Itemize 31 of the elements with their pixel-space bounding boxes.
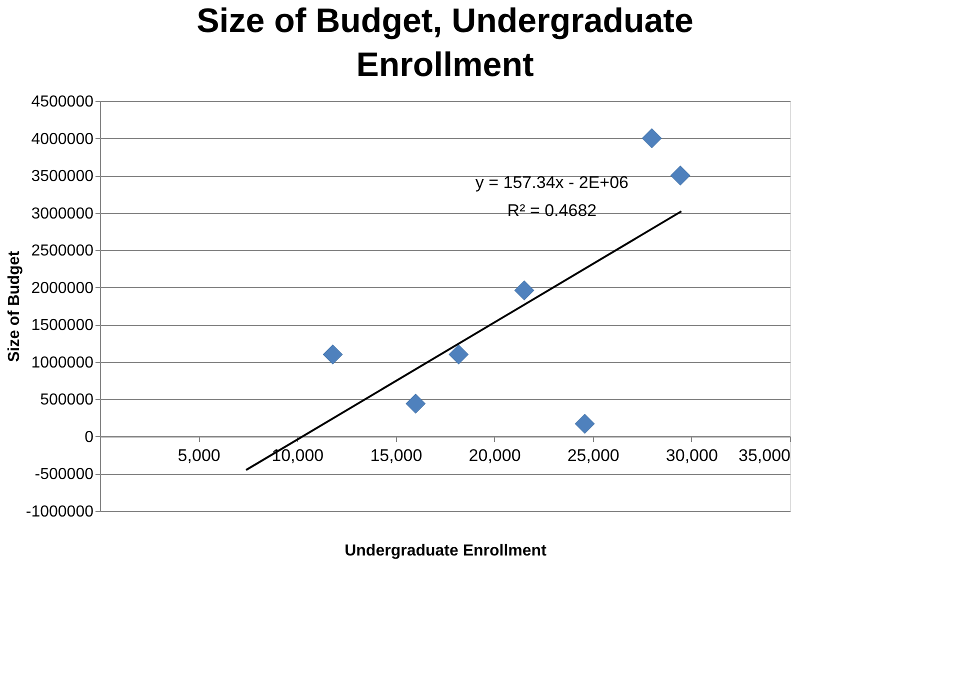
y-axis-title: Size of Budget bbox=[6, 250, 23, 362]
y-tick-label: 2000000 bbox=[31, 280, 94, 297]
point bbox=[322, 344, 343, 364]
point bbox=[574, 414, 595, 434]
x-axis-title: Undergraduate Enrollment bbox=[344, 542, 548, 560]
y-tick-label: -1000000 bbox=[26, 504, 94, 520]
x-tick-label: 10,000 bbox=[272, 446, 324, 465]
y-tick-label: -500000 bbox=[34, 466, 94, 484]
x-tick-label: 5,000 bbox=[178, 446, 220, 465]
point bbox=[670, 166, 690, 186]
chart-title: Size of Budget, Undergraduate Enrollment bbox=[196, 2, 694, 84]
y-tick-label: 3500000 bbox=[31, 168, 94, 186]
y-tick-label: 2500000 bbox=[31, 242, 94, 260]
y-tick-label: 500000 bbox=[40, 392, 94, 409]
point bbox=[642, 128, 662, 148]
y-tick-label: 1500000 bbox=[31, 317, 94, 334]
y-tick-label: 0 bbox=[84, 428, 94, 446]
y-tick-label: 3000000 bbox=[31, 205, 94, 222]
annotation: y = 157.34x - 2E+06 bbox=[475, 173, 629, 192]
y-tick-label: 4500000 bbox=[31, 94, 94, 110]
point bbox=[514, 280, 534, 300]
annotation: R² = 0.4682 bbox=[507, 201, 597, 220]
point bbox=[406, 394, 426, 414]
point bbox=[448, 344, 469, 364]
x-tick-label: 20,000 bbox=[468, 446, 521, 465]
x-tick-label: 35,000 bbox=[738, 446, 790, 465]
x-tick-label: 25,000 bbox=[567, 446, 620, 465]
x-tick-label: 30,000 bbox=[666, 446, 718, 465]
y-tick-label: 4000000 bbox=[31, 130, 94, 148]
y-tick-label: 1000000 bbox=[31, 354, 94, 372]
x-tick-label: 15,000 bbox=[370, 446, 422, 465]
